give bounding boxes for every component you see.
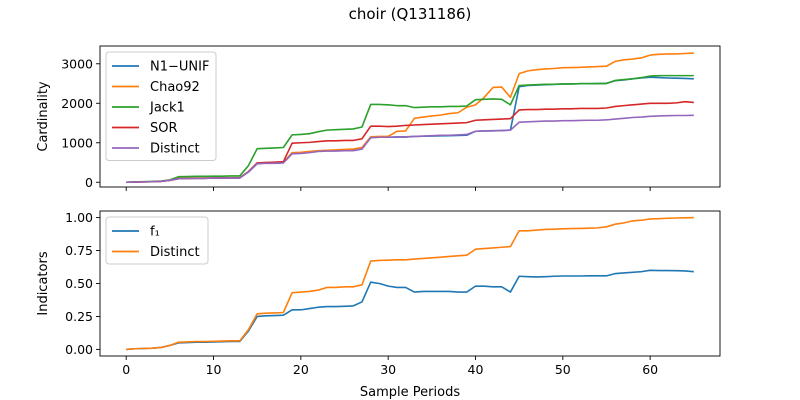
x-tick-label-2: 20 bbox=[293, 362, 309, 377]
series-line-1-1 bbox=[126, 216, 694, 351]
y-tick-label-1-1: 0.25 bbox=[65, 309, 93, 324]
series-line-0-4 bbox=[126, 114, 694, 184]
y-tick-label-0-2: 2000 bbox=[61, 96, 93, 111]
legend-label-1-1: Distinct bbox=[150, 245, 200, 260]
x-tick-label-3: 30 bbox=[380, 362, 396, 377]
x-tick-label-6: 60 bbox=[642, 362, 658, 377]
legend-label-0-3: SOR bbox=[150, 121, 178, 136]
y-tick-label-1-4: 1.00 bbox=[65, 210, 93, 225]
x-tick-label-5: 50 bbox=[555, 362, 571, 377]
y-tick-label-0-1: 1000 bbox=[61, 135, 93, 150]
series-line-0-2 bbox=[126, 74, 694, 184]
y-tick-label-1-3: 0.75 bbox=[65, 243, 93, 258]
legend-0: N1−UNIF Chao92 Jack1 SOR Distinct bbox=[105, 51, 217, 161]
legend-label-0-2: Jack1 bbox=[149, 101, 185, 116]
legend-label-0-1: Chao92 bbox=[150, 80, 200, 95]
x-tick-label-4: 40 bbox=[468, 362, 484, 377]
series-line-1-0 bbox=[126, 269, 694, 351]
x-axis-label: Sample Periods bbox=[360, 385, 460, 400]
x-tick-label-1: 10 bbox=[206, 362, 222, 377]
axes-frame-0 bbox=[99, 45, 721, 188]
indicators-panel: 0.00 0.25 0.50 0.75 1.00 0 10 20 30 40 50 60 Indicat… bbox=[36, 210, 721, 377]
legend-1: f₁ Distinct bbox=[105, 216, 209, 265]
x-tick-label-0: 0 bbox=[122, 362, 130, 377]
y-axis-label-0: Cardinality bbox=[36, 81, 51, 152]
y-tick-label-1-0: 0.00 bbox=[65, 342, 93, 357]
legend-label-0-0: N1−UNIF bbox=[150, 60, 209, 75]
y-tick-label-1-2: 0.50 bbox=[65, 276, 93, 291]
y-tick-label-0-0: 0 bbox=[85, 175, 93, 190]
legend-label-1-0: f₁ bbox=[150, 225, 160, 240]
cardinality-panel: 0 1000 2000 3000 Cardinality N1−UNIF Chao92 Jac… bbox=[36, 45, 721, 191]
legend-label-0-4: Distinct bbox=[150, 142, 200, 157]
legend-box-0 bbox=[105, 51, 217, 161]
chart-title: choir (Q131186) bbox=[349, 5, 472, 23]
y-axis-label-1: Indicators bbox=[36, 251, 51, 315]
y-tick-label-0-3: 3000 bbox=[61, 56, 93, 71]
